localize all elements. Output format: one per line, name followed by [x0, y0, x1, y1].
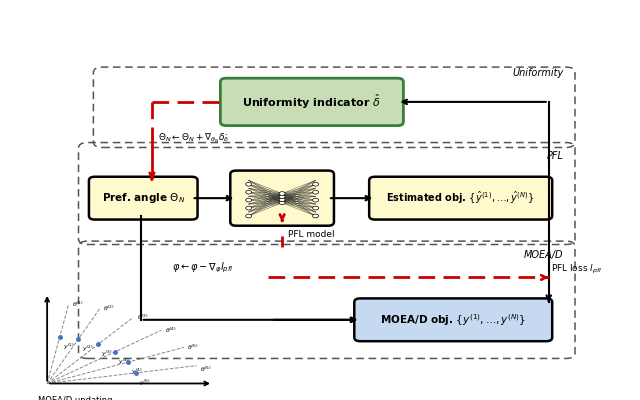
Text: Estimated obj. $\{\hat{y}^{(1)},\ldots,\hat{y}^{(N)}\}$: Estimated obj. $\{\hat{y}^{(1)},\ldots,\…: [387, 190, 535, 206]
Circle shape: [279, 195, 285, 198]
Text: MOEA/D updating: MOEA/D updating: [38, 396, 113, 400]
Text: $y^{(5)}$: $y^{(5)}$: [139, 378, 151, 388]
Text: $y^{(3)}$: $y^{(3)}$: [101, 349, 113, 359]
Text: $y^{(2)}$: $y^{(2)}$: [82, 344, 93, 354]
Text: PFL loss $l_{pfl}$: PFL loss $l_{pfl}$: [551, 263, 602, 276]
Text: MOEA/D: MOEA/D: [524, 250, 564, 260]
Text: PFL model: PFL model: [288, 230, 335, 239]
Text: $y^{(4)}$: $y^{(4)}$: [118, 356, 130, 367]
Circle shape: [279, 198, 285, 202]
Text: PFL: PFL: [547, 151, 564, 161]
Text: Pref. angle $\Theta_N$: Pref. angle $\Theta_N$: [102, 191, 185, 205]
Text: $\varphi \leftarrow \varphi - \nabla_{\varphi} l_{pfl}$: $\varphi \leftarrow \varphi - \nabla_{\v…: [172, 260, 233, 275]
Circle shape: [246, 182, 252, 186]
FancyBboxPatch shape: [89, 177, 198, 220]
Text: $\Theta_N \leftarrow \Theta_N + \nabla_{\theta_N}\delta_{\hat{\delta}}$: $\Theta_N \leftarrow \Theta_N + \nabla_{…: [158, 132, 229, 145]
Circle shape: [246, 198, 252, 202]
Circle shape: [279, 192, 285, 195]
Circle shape: [312, 214, 319, 218]
Text: $\theta^{(1)}$: $\theta^{(1)}$: [72, 300, 84, 309]
Text: MOEA/D obj. $\{y^{(1)},\ldots,y^{(N)}\}$: MOEA/D obj. $\{y^{(1)},\ldots,y^{(N)}\}$: [380, 312, 526, 328]
Circle shape: [246, 206, 252, 210]
Text: $y^{(4)}$: $y^{(4)}$: [131, 367, 143, 377]
Text: $\theta^{(3)}$: $\theta^{(3)}$: [136, 313, 148, 322]
FancyBboxPatch shape: [369, 177, 552, 220]
Circle shape: [312, 206, 319, 210]
Circle shape: [312, 190, 319, 194]
FancyBboxPatch shape: [355, 298, 552, 341]
Text: $\theta^{(5)}$: $\theta^{(5)}$: [200, 364, 212, 374]
Circle shape: [312, 182, 319, 186]
Text: $\theta^{(5)}$: $\theta^{(5)}$: [188, 343, 200, 352]
Circle shape: [312, 198, 319, 202]
Text: $\theta^{(2)}$: $\theta^{(2)}$: [103, 304, 115, 313]
Circle shape: [246, 190, 252, 194]
FancyBboxPatch shape: [230, 170, 334, 226]
Text: $y^{(1)}$: $y^{(1)}$: [63, 342, 75, 352]
Text: Uniformity indicator $\hat{\delta}$: Uniformity indicator $\hat{\delta}$: [243, 93, 381, 111]
Circle shape: [246, 214, 252, 218]
Text: Uniformity: Uniformity: [513, 68, 564, 78]
FancyBboxPatch shape: [220, 78, 403, 126]
Text: $\theta^{(4)}$: $\theta^{(4)}$: [164, 326, 177, 335]
Circle shape: [279, 201, 285, 205]
